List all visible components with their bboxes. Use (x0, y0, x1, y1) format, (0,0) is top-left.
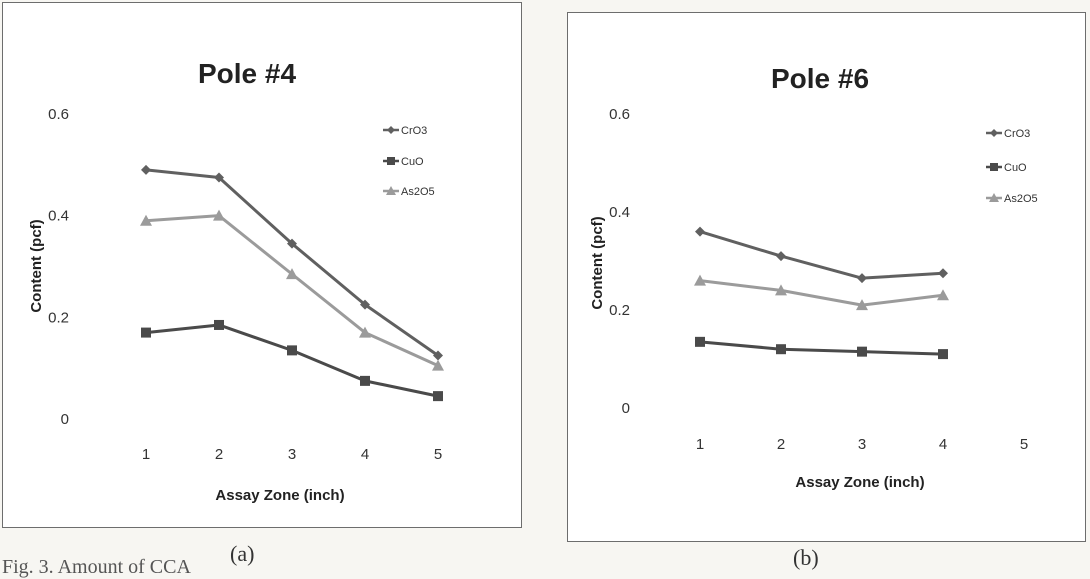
chart-a-xtick-label: 2 (215, 446, 223, 463)
chart-b-ytick-label: 0.6 (609, 106, 630, 123)
chart-b-line-CuO (699, 340, 944, 356)
chart-b-svg: Pole #6 0 0.2 0.4 0.6 1 2 3 4 5 Assay Zone (inch) C… (589, 63, 1038, 491)
chart-b-series-As2O5 (694, 274, 949, 311)
chart-b-point-CrO3 (857, 273, 867, 284)
chart-a-point-CuO (141, 327, 151, 338)
chart-a-point-CrO3 (360, 299, 370, 310)
chart-b-title: Pole #6 (771, 63, 869, 94)
chart-a-xaxis-title: Assay Zone (inch) (215, 487, 344, 504)
chart-a-xtick-label: 5 (434, 446, 442, 463)
chart-b-xaxis-title: Assay Zone (inch) (795, 474, 924, 491)
panel-label-b: (b) (793, 545, 819, 570)
chart-a-legend-marker-CuO (387, 157, 395, 165)
chart-b-point-As2O5 (694, 274, 706, 286)
chart-a-xtick-label: 1 (142, 446, 150, 463)
chart-a-point-CuO (214, 319, 224, 330)
chart-a-legend-marker-CrO3 (387, 126, 395, 134)
chart-b-xtick-label: 4 (939, 436, 947, 453)
chart-a-legend-label-CrO3: CrO3 (401, 125, 427, 137)
chart-b-xtick-label: 3 (858, 436, 866, 453)
chart-a-ytick-label: 0.6 (48, 106, 69, 123)
chart-b-point-CrO3 (695, 226, 705, 237)
chart-b-point-As2O5 (775, 284, 787, 296)
chart-b-point-CuO (857, 346, 867, 357)
chart-a-point-CrO3 (287, 238, 297, 249)
chart-b-point-CuO (938, 349, 948, 360)
chart-a-xtick-label: 4 (361, 446, 369, 463)
chart-panel-b: Pole #6 0 0.2 0.4 0.6 1 2 3 4 5 Assay Zone (inch) C… (567, 12, 1086, 542)
chart-a-title: Pole #4 (198, 58, 296, 89)
chart-a-point-As2O5 (213, 209, 225, 221)
chart-b-ytick-label: 0.4 (609, 204, 630, 221)
chart-a-point-CuO (433, 391, 443, 402)
chart-b-xtick-label: 5 (1020, 436, 1028, 453)
chart-b-xtick-label: 2 (777, 436, 785, 453)
chart-a-ytick-label: 0 (61, 411, 69, 428)
chart-b-ytick-label: 0.2 (609, 302, 630, 319)
chart-b-legend-marker-CrO3 (990, 129, 998, 137)
chart-panel-a: Pole #4 0 0.2 0.4 0.6 1 2 3 4 5 Assay Zone (inch) C… (2, 2, 522, 528)
chart-b-line-As2O5 (699, 279, 944, 307)
chart-a-legend-label-CuO: CuO (401, 156, 424, 168)
chart-a-yaxis-title: Content (pcf) (28, 219, 45, 312)
chart-b-point-As2O5 (937, 289, 949, 301)
chart-a-point-CrO3 (214, 172, 224, 183)
chart-a-line-CuO (145, 323, 439, 398)
chart-b-legend-marker-CuO (990, 163, 998, 171)
chart-a-point-As2O5 (359, 326, 371, 338)
chart-a-point-CrO3 (433, 350, 443, 361)
chart-b-series-CuO (695, 336, 948, 360)
chart-a-series-CuO (141, 319, 443, 402)
chart-b-series-CrO3 (695, 226, 948, 284)
chart-b-legend-label-As2O5: As2O5 (1004, 193, 1038, 205)
chart-a-xtick-label: 3 (288, 446, 296, 463)
chart-b-point-As2O5 (856, 299, 868, 311)
chart-b-legend-marker-As2O5 (989, 193, 999, 202)
chart-b-legend-label-CuO: CuO (1004, 162, 1027, 174)
chart-a-svg: Pole #4 0 0.2 0.4 0.6 1 2 3 4 5 Assay Zone (inch) C… (28, 58, 444, 504)
chart-b-line-CrO3 (699, 230, 944, 280)
chart-b-point-CuO (695, 336, 705, 347)
chart-a-point-As2O5 (432, 359, 444, 371)
chart-b-yaxis-title: Content (pcf) (589, 216, 606, 309)
chart-a-point-CuO (287, 345, 297, 356)
panel-label-a: (a) (230, 541, 255, 566)
chart-a-line-As2O5 (145, 214, 439, 367)
chart-a-series-As2O5 (140, 209, 444, 371)
chart-b-point-CuO (776, 344, 786, 355)
chart-a-legend-marker-As2O5 (386, 186, 396, 195)
chart-a-point-CrO3 (141, 164, 151, 175)
chart-b-point-CrO3 (938, 268, 948, 279)
chart-a-point-CuO (360, 375, 370, 386)
chart-a-series-CrO3 (141, 164, 443, 361)
figure-caption: Fig. 3. Amount of CCA (2, 556, 191, 578)
chart-a-ytick-label: 0.4 (48, 208, 69, 225)
chart-b-xtick-label: 1 (696, 436, 704, 453)
chart-b-legend-label-CrO3: CrO3 (1004, 128, 1030, 140)
chart-b-ytick-label: 0 (622, 400, 630, 417)
chart-a-legend-label-As2O5: As2O5 (401, 186, 435, 198)
chart-a-point-As2O5 (286, 268, 298, 280)
chart-b-point-CrO3 (776, 251, 786, 262)
chart-a-point-As2O5 (140, 214, 152, 226)
chart-a-ytick-label: 0.2 (48, 309, 69, 326)
